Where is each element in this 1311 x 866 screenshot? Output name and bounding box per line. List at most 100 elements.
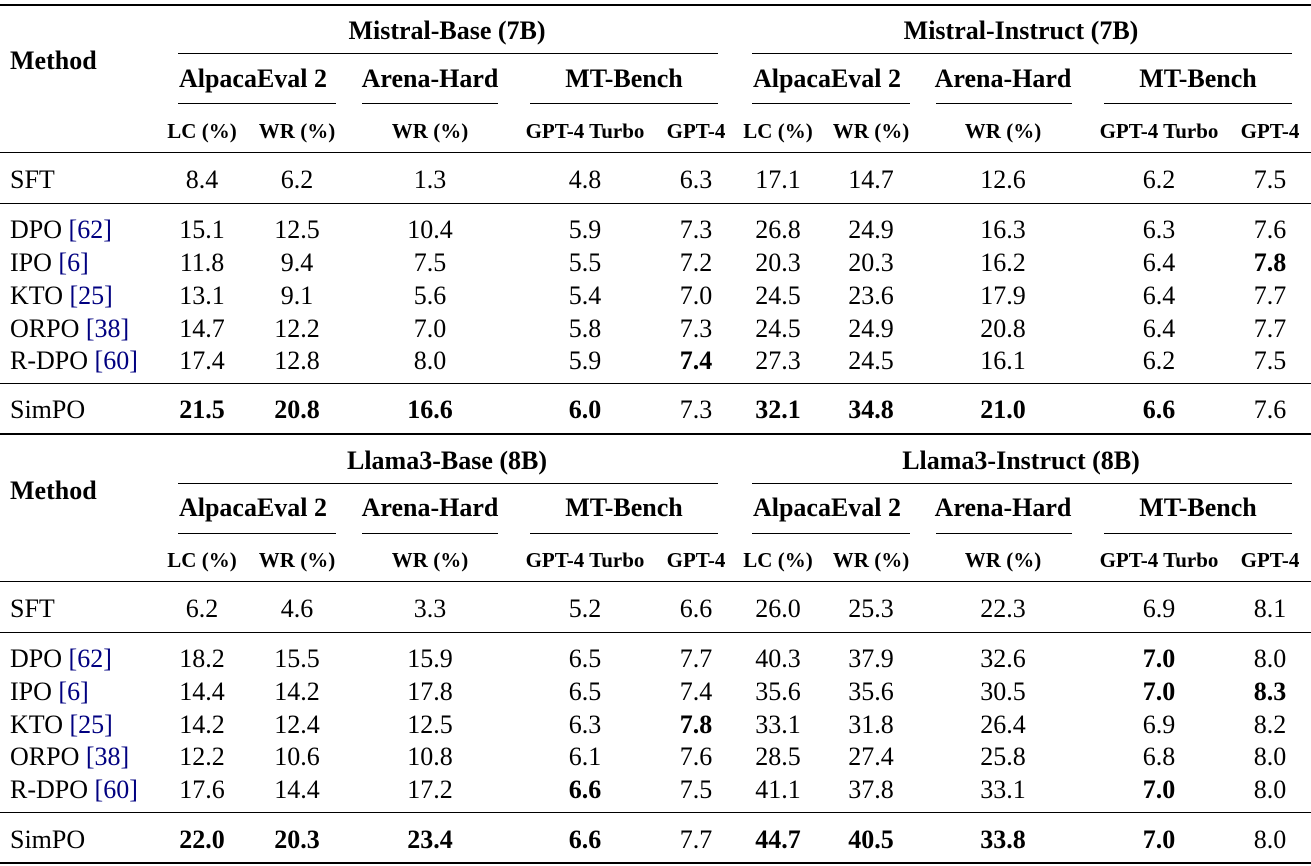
citation-link[interactable]: [60] (94, 346, 138, 375)
score-cell: 41.1 (755, 775, 801, 804)
score-cell: 21.5 (179, 395, 225, 424)
score-cell: 9.1 (280, 281, 314, 310)
citation-link[interactable]: [6] (58, 248, 89, 277)
citation-link[interactable]: [62] (68, 215, 112, 244)
method-label: ORPO (10, 742, 80, 771)
method-label: ORPO (10, 314, 80, 343)
method-name: R-DPO [60] (10, 348, 138, 374)
score-cell: 7.0 (1142, 644, 1176, 673)
citation-number: 38 (94, 314, 121, 343)
score-cell: 28.5 (755, 742, 801, 771)
citation-link[interactable]: [38] (85, 314, 130, 343)
citation-link[interactable]: [6] (58, 677, 89, 706)
citation-link[interactable]: [60] (94, 775, 138, 804)
score-cell: 14.7 (848, 165, 894, 194)
score-cell: 8.0 (1253, 825, 1287, 854)
method-name: SimPO (10, 827, 85, 853)
method-label: R-DPO (10, 775, 89, 804)
score-cell: 5.9 (568, 215, 602, 244)
score-cell: 12.5 (407, 710, 453, 739)
citation-link[interactable]: [25] (69, 710, 113, 739)
metric-subheader: LC (%) (743, 548, 813, 572)
score-cell: 12.6 (980, 165, 1026, 194)
score-cell: 7.6 (679, 742, 713, 771)
score-cell: 31.8 (848, 710, 894, 739)
method-label: DPO (10, 644, 63, 673)
score-cell: 40.5 (848, 825, 894, 854)
benchmark-cmidrule (530, 103, 718, 104)
method-name: ORPO [38] (10, 744, 129, 770)
score-cell: 20.8 (980, 314, 1026, 343)
method-name: R-DPO [60] (10, 777, 138, 803)
score-cell: 7.2 (679, 248, 713, 277)
method-name: KTO [25] (10, 283, 113, 309)
metric-subheader: GPT-4 (1240, 548, 1300, 572)
score-cell: 37.9 (848, 644, 894, 673)
score-cell: 15.5 (274, 644, 320, 673)
score-cell: 7.0 (413, 314, 447, 343)
citation-number: 25 (78, 281, 105, 310)
score-cell: 12.2 (274, 314, 320, 343)
benchmark-header: MT-Bench (1139, 64, 1257, 93)
citation-number: 62 (77, 215, 104, 244)
score-cell: 7.0 (1142, 825, 1176, 854)
citation-link[interactable]: [62] (68, 644, 112, 673)
citation-number: 62 (77, 644, 104, 673)
model-group-header: Llama3-Instruct (8B) (902, 446, 1140, 475)
sft-separator (0, 632, 1311, 633)
score-cell: 35.6 (848, 677, 894, 706)
score-cell: 14.4 (179, 677, 225, 706)
method-label: DPO (10, 215, 63, 244)
citation-number: 60 (103, 346, 130, 375)
method-name: SFT (10, 167, 55, 193)
benchmark-cmidrule (178, 103, 336, 104)
score-cell: 6.9 (1142, 594, 1176, 623)
score-cell: 20.3 (274, 825, 320, 854)
method-name: SimPO (10, 397, 85, 423)
score-cell: 26.4 (980, 710, 1026, 739)
score-cell: 5.9 (568, 346, 602, 375)
metric-subheader: WR (%) (391, 119, 469, 143)
method-name: IPO [6] (10, 679, 89, 705)
score-cell: 30.5 (980, 677, 1026, 706)
citation-link[interactable]: [25] (69, 281, 113, 310)
metric-subheader: GPT-4 Turbo (1099, 119, 1219, 143)
score-cell: 12.4 (274, 710, 320, 739)
metric-subheader: GPT-4 Turbo (525, 119, 645, 143)
benchmark-cmidrule (178, 533, 336, 534)
score-cell: 7.5 (413, 248, 447, 277)
score-cell: 6.2 (1142, 346, 1176, 375)
metric-subheader: WR (%) (391, 548, 469, 572)
metric-subheader: WR (%) (832, 548, 910, 572)
score-cell: 5.4 (568, 281, 602, 310)
benchmark-header: AlpacaEval 2 (752, 493, 902, 522)
method-name: SFT (10, 596, 55, 622)
citation-link[interactable]: [38] (85, 742, 130, 771)
benchmark-header: Arena-Hard (361, 493, 499, 522)
method-name: KTO [25] (10, 712, 113, 738)
metric-subheader: WR (%) (964, 119, 1042, 143)
score-cell: 17.1 (755, 165, 801, 194)
score-cell: 33.1 (755, 710, 801, 739)
score-cell: 25.8 (980, 742, 1026, 771)
score-cell: 6.5 (568, 644, 602, 673)
score-cell: 7.5 (1253, 346, 1287, 375)
score-cell: 5.2 (568, 594, 602, 623)
score-cell: 6.6 (568, 825, 602, 854)
score-cell: 35.6 (755, 677, 801, 706)
score-cell: 6.6 (1142, 395, 1176, 424)
citation-number: 38 (94, 742, 121, 771)
score-cell: 4.6 (280, 594, 314, 623)
score-cell: 37.8 (848, 775, 894, 804)
citation-number: 6 (67, 677, 81, 706)
score-cell: 16.6 (407, 395, 453, 424)
score-cell: 1.3 (413, 165, 447, 194)
score-cell: 17.6 (179, 775, 225, 804)
score-cell: 23.6 (848, 281, 894, 310)
score-cell: 14.2 (179, 710, 225, 739)
score-cell: 24.9 (848, 314, 894, 343)
score-cell: 16.2 (980, 248, 1026, 277)
score-cell: 6.6 (679, 594, 713, 623)
method-label: IPO (10, 248, 52, 277)
score-cell: 26.8 (755, 215, 801, 244)
